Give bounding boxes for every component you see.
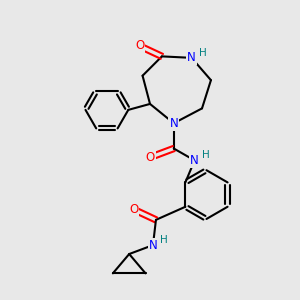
Text: O: O xyxy=(129,203,138,216)
Text: H: H xyxy=(160,235,168,245)
Text: H: H xyxy=(202,150,210,160)
Text: O: O xyxy=(135,40,144,52)
Text: O: O xyxy=(146,151,154,164)
Text: N: N xyxy=(169,117,178,130)
Text: N: N xyxy=(190,154,199,167)
Text: N: N xyxy=(148,238,157,252)
Text: H: H xyxy=(199,47,207,58)
Text: N: N xyxy=(187,51,196,64)
